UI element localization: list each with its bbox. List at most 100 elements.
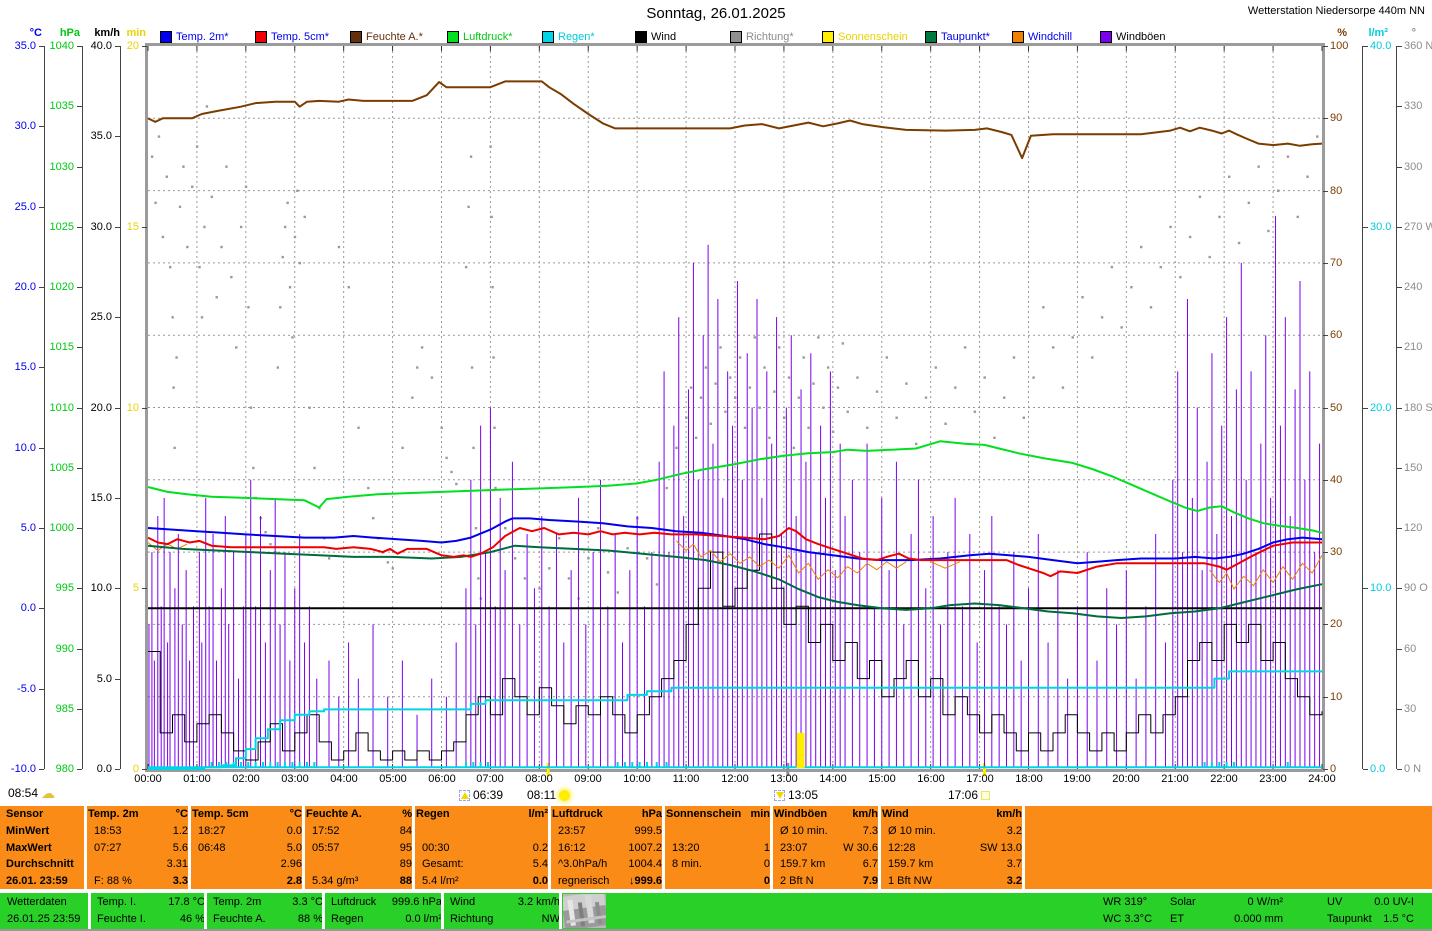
summary-col-divider — [878, 806, 881, 889]
summary-cell-value: SW 13.0 — [882, 840, 1022, 856]
legend-item: Wind — [635, 31, 676, 43]
status-cell-label: WR 319° — [1103, 894, 1155, 911]
weather-app-window: { "header": { "title": "Sonntag, 26.01.2… — [0, 0, 1432, 931]
summary-cell-value: 89 — [306, 856, 412, 872]
axis-tick — [77, 347, 82, 348]
status-cell-label: Wetterdaten — [7, 894, 85, 911]
axis-tick — [1323, 624, 1328, 625]
summary-col-header: Windböenkm/h — [774, 806, 878, 822]
summary-cell-value: 1007.2 — [552, 840, 662, 856]
axis-tick — [39, 689, 44, 690]
summary-col-name: Temp. 2m — [88, 808, 139, 820]
legend-label: Temp. 2m* — [176, 31, 229, 43]
axis-tick-label: 25.0 — [0, 202, 36, 213]
axis-tick-label: 70 — [1330, 258, 1382, 269]
axis-tick-label: 300 — [1404, 162, 1432, 173]
axis-tick-label: 0.0 — [0, 603, 36, 614]
summary-cell-value: 0 — [666, 873, 770, 889]
summary-cell-value: 84 — [306, 823, 412, 839]
axis-tick-label: 990 — [30, 644, 74, 655]
summary-cell-value: 5.4 — [416, 856, 548, 872]
sun-event-marker: 06:39 — [459, 788, 503, 802]
legend-label: Windchill — [1028, 31, 1072, 43]
axis-tick — [77, 649, 82, 650]
sun-event-marker: 17:06 — [948, 788, 990, 802]
axis-tick-label: 5.0 — [68, 674, 112, 685]
summary-col-header: Sonnenscheinmin — [666, 806, 770, 822]
sunrise-sun-icon — [559, 790, 570, 801]
summary-cell-value: 0.0 — [192, 823, 302, 839]
axis-unit-label: l/m² — [1358, 27, 1388, 39]
summary-cell-value: 3.3 — [88, 873, 188, 889]
legend-label: Temp. 5cm* — [271, 31, 329, 43]
x-axis-hour-label: 00:00 — [126, 773, 170, 785]
weather-chart — [148, 46, 1322, 769]
summary-col-name: Temp. 5cm — [192, 808, 249, 820]
legend-item: Regen* — [542, 31, 595, 43]
summary-col-header: Windkm/h — [882, 806, 1022, 822]
summary-col-divider — [770, 806, 773, 889]
summary-col-unit: l/m² — [528, 806, 548, 822]
axis-tick-label: 150 — [1404, 463, 1432, 474]
axis-tick — [1363, 588, 1368, 589]
summary-col-divider — [412, 806, 415, 889]
axis-tick — [1397, 106, 1402, 107]
summary-cell-value: 95 — [306, 840, 412, 856]
summary-cell-value: 0.2 — [416, 840, 548, 856]
axis-tick — [1363, 227, 1368, 228]
axis-tick-label: 90 O — [1404, 583, 1432, 594]
axis-tick-label: 10 — [95, 403, 139, 414]
legend-item: Temp. 2m* — [160, 31, 229, 43]
status-cell-label: WC 3.3°C — [1103, 911, 1155, 928]
axis-tick — [142, 46, 147, 47]
webcam-thumbnail — [563, 894, 606, 928]
summary-col-header: Regenl/m² — [416, 806, 548, 822]
legend-swatch-icon — [635, 31, 647, 43]
legend-item: Luftdruck* — [447, 31, 513, 43]
axis-tick — [1323, 263, 1328, 264]
axis-tick — [115, 498, 120, 499]
legend-label: Sonnenschein — [838, 31, 908, 43]
series-windb-en — [149, 216, 1320, 767]
summary-cell-value: 1 — [666, 840, 770, 856]
axis-tick-label: 15.0 — [68, 493, 112, 504]
axis-tick — [1323, 552, 1328, 553]
summary-cell-value: 1004.4 — [552, 856, 662, 872]
axis-tick — [77, 106, 82, 107]
summary-col-name: Sonnenschein — [666, 808, 741, 820]
axis-tick-label: 180 S — [1404, 403, 1432, 414]
legend-label: Regen* — [558, 31, 595, 43]
axis-tick — [77, 287, 82, 288]
axis-tick — [142, 408, 147, 409]
x-axis-hour-label: 22:00 — [1202, 773, 1246, 785]
axis-tick-label: 360 N — [1404, 41, 1432, 52]
axis-tick-label: 10 — [1330, 692, 1382, 703]
x-axis-hour-label: 24:00 — [1300, 773, 1344, 785]
status-cell-value: 46 % — [92, 911, 205, 928]
legend-swatch-icon — [1012, 31, 1024, 43]
axis-tick — [39, 367, 44, 368]
axis-tick — [142, 769, 147, 770]
summary-row-label: Sensor — [6, 806, 84, 822]
axis-tick — [77, 528, 82, 529]
summary-col-unit: km/h — [852, 806, 878, 822]
summary-cell-value: 3.7 — [882, 856, 1022, 872]
axis-tick-label: 1020 — [30, 282, 74, 293]
moon-cloud-icon: ☁ — [41, 787, 55, 799]
status-cell-value: 1.5 °C — [1322, 911, 1414, 928]
summary-cell-value: 3.2 — [882, 823, 1022, 839]
axis-tick-label: -5.0 — [0, 684, 36, 695]
summary-row-label: 26.01. 23:59 — [6, 873, 84, 889]
axis-tick — [1397, 46, 1402, 47]
summary-col-header: Temp. 2m °C — [88, 806, 188, 822]
summary-col-divider — [548, 806, 551, 889]
summary-col-unit: °C — [176, 806, 188, 822]
x-axis-hour-label: 15:00 — [860, 773, 904, 785]
axis-tick — [1323, 191, 1328, 192]
x-axis-hour-label: 19:00 — [1055, 773, 1099, 785]
axis-tick-label: 1035 — [30, 101, 74, 112]
summary-cell-value: 5.0 — [192, 840, 302, 856]
summary-col-unit: °C — [290, 806, 302, 822]
axis-tick-label: 270 W — [1404, 222, 1432, 233]
summary-cell-value: 88 — [306, 873, 412, 889]
